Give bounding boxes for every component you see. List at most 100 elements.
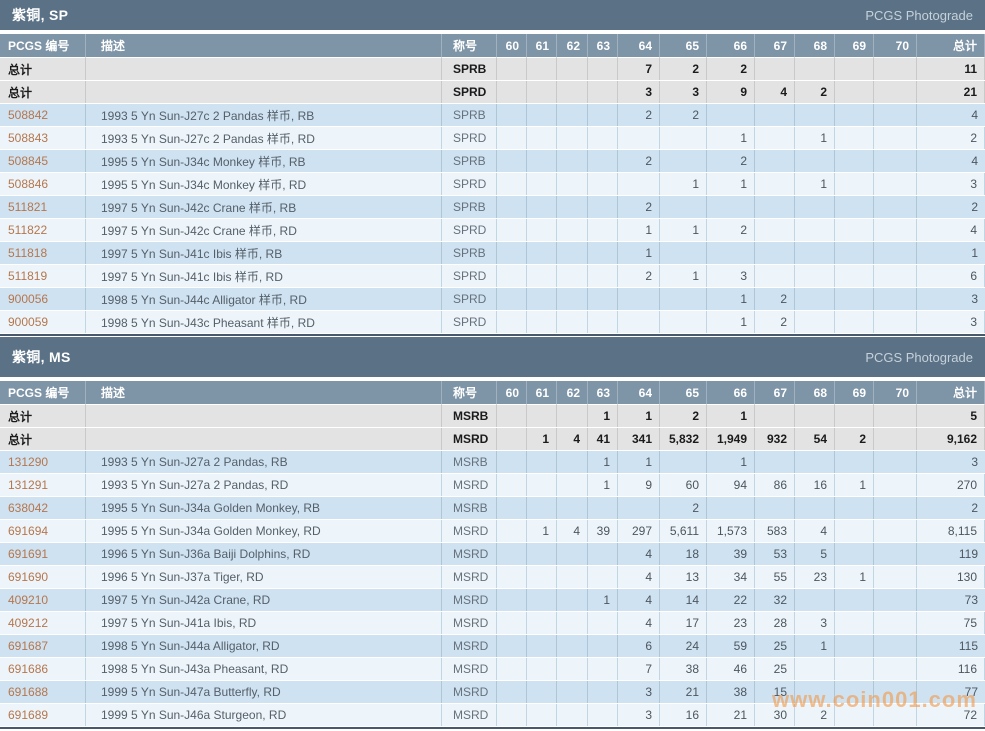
column-header-70: 70 [874,34,917,58]
pcgs-number-link[interactable]: 508842 [0,104,86,126]
pcgs-number-link[interactable]: 409212 [0,612,86,634]
pcgs-number-link[interactable]: 508846 [0,173,86,195]
pcgs-number-link[interactable]: 691688 [0,681,86,703]
grade-62-count: 4 [557,428,588,450]
grade-60-count [497,658,527,680]
pcgs-photograde-link[interactable]: PCGS Photograde [865,7,973,23]
grade-69-count [835,219,874,241]
grade-60-count [497,150,527,172]
pcgs-number-link[interactable]: 508845 [0,150,86,172]
grade-60-count [497,451,527,473]
coin-row: 691691 1996 5 Yn Sun-J36a Baiji Dolphins,… [0,543,985,566]
pcgs-number-link[interactable]: 511818 [0,242,86,264]
grade-68-count [795,451,835,473]
column-header-pcgs-number: PCGS 编号 [0,34,86,58]
grade-70-count [874,474,917,496]
grade-61-count: 1 [527,520,557,542]
grade-61-count [527,173,557,195]
row-total: 4 [917,219,985,241]
grade-64-count: 3 [618,81,660,103]
designation: MSRD [442,635,497,657]
grade-65-count: 5,611 [660,520,707,542]
pcgs-number-link[interactable]: 131290 [0,451,86,473]
grade-63-count [588,612,618,634]
pcgs-number-link[interactable]: 511819 [0,265,86,287]
pcgs-number-link[interactable]: 900056 [0,288,86,310]
column-header-62: 62 [557,34,588,58]
grade-63-count [588,127,618,149]
grade-68-count [795,150,835,172]
coin-description: 1993 5 Yn Sun-J27c 2 Pandas 样币, RD [86,127,442,149]
pcgs-number-link[interactable]: 638042 [0,497,86,519]
designation: MSRD [442,681,497,703]
column-header-69: 69 [835,381,874,405]
coin-row: 638042 1995 5 Yn Sun-J34a Golden Monkey, … [0,497,985,520]
pcgs-number-link[interactable]: 409210 [0,589,86,611]
grade-68-count [795,681,835,703]
grade-62-count: 4 [557,520,588,542]
grade-66-count: 34 [707,566,755,588]
grade-60-count [497,104,527,126]
coin-description: 1997 5 Yn Sun-J41a Ibis, RD [86,612,442,634]
column-header-60: 60 [497,381,527,405]
pcgs-number-link[interactable]: 691690 [0,566,86,588]
pcgs-number-link[interactable]: 691689 [0,704,86,726]
grade-68-count [795,658,835,680]
pcgs-number-link[interactable]: 131291 [0,474,86,496]
designation: MSRD [442,658,497,680]
coin-row: 691689 1999 5 Yn Sun-J46a Sturgeon, RD MSR… [0,704,985,727]
pcgs-number-link[interactable]: 900059 [0,311,86,333]
grade-61-count [527,81,557,103]
column-header-68: 68 [795,34,835,58]
grade-66-count [707,242,755,264]
grade-67-count: 15 [755,681,795,703]
coin-description: 1993 5 Yn Sun-J27a 2 Pandas, RB [86,451,442,473]
coin-description: 1997 5 Yn Sun-J42c Crane 样币, RD [86,219,442,241]
section-ms: 紫铜, MS PCGS Photograde PCGS 编号 描述 称号 60 61 62… [0,337,985,729]
grade-67-count [755,127,795,149]
pcgs-number-link[interactable]: 691691 [0,543,86,565]
grade-68-count [795,196,835,218]
grade-65-count: 24 [660,635,707,657]
pcgs-photograde-link[interactable]: PCGS Photograde [865,349,973,365]
row-total: 115 [958,639,978,653]
coin-row: 691686 1998 5 Yn Sun-J43a Pheasant, RD MSR… [0,658,985,681]
grade-64-count: 4 [618,566,660,588]
grade-62-count [557,265,588,287]
row-total: 3 [917,173,985,195]
pcgs-number-link[interactable]: 691687 [0,635,86,657]
designation: SPRD [442,81,497,103]
column-header-63: 63 [588,34,618,58]
designation: SPRB [442,150,497,172]
grade-68-count: 5 [795,543,835,565]
pcgs-number-link[interactable]: 508843 [0,127,86,149]
column-header-64: 64 [618,381,660,405]
grade-66-count: 9 [707,81,755,103]
grade-69-count [835,127,874,149]
table-header-row-ms: PCGS 编号 描述 称号 60 61 62 63 64 65 66 67 68 69 70 总计 [0,381,985,405]
grade-70-count [874,612,917,634]
grade-66-count: 59 [707,635,755,657]
designation: MSRD [442,520,497,542]
grade-67-count [755,150,795,172]
pcgs-number-link[interactable]: 691686 [0,658,86,680]
grade-63-count [588,497,618,519]
row-total: 5 [917,405,985,427]
grade-67-count: 55 [755,566,795,588]
grade-70-count [874,566,917,588]
grade-62-count [557,658,588,680]
grade-61-count [527,704,557,726]
grade-69-count [835,288,874,310]
coin-description: 1996 5 Yn Sun-J36a Baiji Dolphins, RD [86,543,442,565]
grade-67-count: 32 [755,589,795,611]
grade-70-count [874,658,917,680]
grade-69-count [835,104,874,126]
designation: SPRB [442,196,497,218]
pcgs-number-link[interactable]: 691694 [0,520,86,542]
coin-description: 1997 5 Yn Sun-J41c Ibis 样币, RD [86,265,442,287]
grade-70-count [874,405,917,427]
grade-65-count: 60 [660,474,707,496]
pcgs-number-link[interactable]: 511822 [0,219,86,241]
pcgs-number-link[interactable]: 511821 [0,196,86,218]
column-header-64: 64 [618,34,660,58]
